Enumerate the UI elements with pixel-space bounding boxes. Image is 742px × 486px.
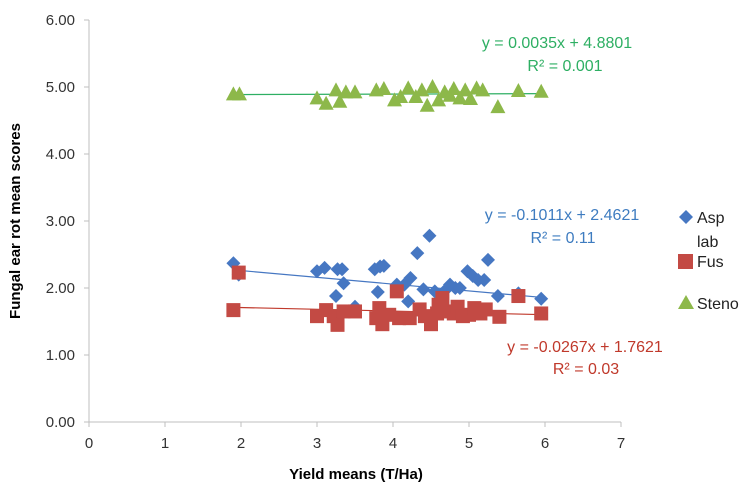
steno-point (490, 99, 506, 114)
x-tick-label: 1 (161, 435, 169, 452)
steno-point (457, 82, 473, 97)
legend-triangle-marker (678, 295, 694, 309)
fus-point (330, 317, 345, 332)
steno-point (400, 80, 416, 95)
steno-point (328, 82, 344, 97)
legend-label-asp: Asp (697, 210, 725, 227)
y-tick-label: 5.00 (46, 79, 75, 96)
asp-lab-point (370, 285, 385, 300)
fus-point (392, 311, 407, 326)
asp-lab-point (336, 276, 351, 291)
asp-lab-point (376, 258, 391, 273)
asp-lab-point (401, 294, 416, 309)
fus-point (492, 309, 507, 324)
x-tick-label: 0 (85, 435, 93, 452)
steno-point (332, 93, 348, 108)
fus-point (231, 265, 246, 280)
trendlines (233, 93, 546, 316)
fus-point (435, 291, 450, 306)
steno-point (431, 92, 447, 107)
y-tick-label: 0.00 (46, 414, 75, 431)
fus-point (478, 302, 493, 317)
asp-lab-point (481, 252, 495, 267)
y-tick-labels: 0.00 1.00 2.00 3.00 4.00 5.00 6.00 (46, 12, 89, 431)
steno-equation: y = 0.0035x + 4.8801 (482, 35, 632, 52)
steno-point (376, 81, 392, 96)
asp-lab-point (416, 282, 431, 297)
x-tick-label: 6 (541, 435, 549, 452)
asp-lab-point (452, 281, 467, 295)
y-tick-label: 6.00 (46, 12, 75, 29)
asp-lab-point (335, 262, 350, 277)
legend-label-fus: Fus (697, 254, 724, 271)
steno-point (425, 79, 441, 93)
steno-point (347, 84, 363, 99)
data-points (225, 79, 549, 332)
asp-lab-equation: y = -0.1011x + 2.4621 (485, 207, 640, 224)
x-axis-title: Yield means (T/Ha) (289, 466, 423, 483)
steno-point (231, 86, 247, 101)
steno-point (452, 90, 468, 105)
steno-point (318, 95, 334, 110)
asp-lab-point (317, 260, 332, 275)
asp-lab-point (410, 246, 425, 261)
fus-point (424, 317, 438, 332)
fus-point (336, 304, 351, 319)
asp-lab-point (477, 272, 492, 287)
asp-lab-point (329, 289, 343, 304)
legend-label-steno: Steno (697, 296, 739, 313)
legend: Asp lab Fus Steno (678, 210, 739, 313)
legend-item-asp-lab: Asp lab (679, 210, 725, 251)
steno-point (533, 83, 549, 98)
steno-point (463, 91, 479, 106)
trendline-asp-lab (233, 269, 546, 299)
steno-point (475, 82, 491, 97)
steno-point (419, 97, 435, 112)
y-tick-label: 2.00 (46, 280, 75, 297)
legend-item-fus: Fus (678, 254, 724, 271)
asp-lab-point (534, 291, 549, 306)
legend-item-steno: Steno (678, 295, 739, 313)
steno-point (510, 83, 526, 98)
x-tick-label: 2 (237, 435, 245, 452)
fus-point (534, 306, 549, 321)
x-tick-label: 3 (313, 435, 321, 452)
asp-lab-point (490, 289, 505, 304)
steno-point (309, 90, 325, 105)
fus-equation: y = -0.0267x + 1.7621 (507, 339, 663, 356)
x-tick-label: 4 (389, 435, 397, 452)
y-tick-label: 1.00 (46, 347, 75, 364)
x-tick-labels: 0 1 2 3 4 5 6 7 (85, 422, 625, 452)
fus-point (511, 289, 526, 304)
x-tick-label: 7 (617, 435, 625, 452)
fus-r2: R² = 0.03 (553, 361, 619, 378)
y-axis-title: Fungal ear rot mean scores (7, 123, 24, 319)
legend-diamond-marker (679, 210, 693, 224)
steno-point (446, 81, 462, 96)
steno-r2: R² = 0.001 (527, 58, 602, 75)
legend-label-lab: lab (697, 234, 718, 251)
steno-point (393, 89, 409, 104)
x-tick-label: 5 (465, 435, 473, 452)
legend-square-marker (678, 254, 693, 269)
asp-lab-r2: R² = 0.11 (530, 230, 595, 247)
fus-point (226, 303, 241, 318)
y-tick-label: 3.00 (46, 213, 75, 230)
asp-lab-point (422, 228, 437, 243)
asp-lab-point (403, 270, 418, 285)
fus-point (348, 304, 362, 319)
y-tick-label: 4.00 (46, 146, 75, 163)
fus-point (389, 284, 404, 299)
